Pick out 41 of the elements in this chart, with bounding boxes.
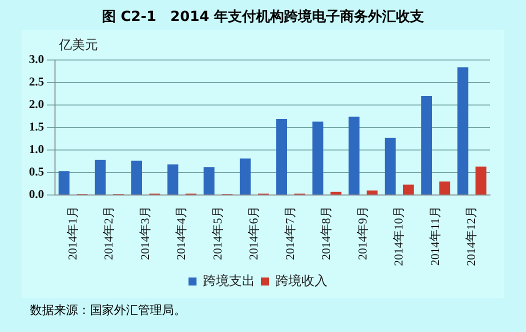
bar bbox=[384, 138, 396, 194]
x-tick-label: 2014年10月 bbox=[392, 206, 406, 266]
bar bbox=[348, 116, 360, 194]
y-tick-label: 2.5 bbox=[29, 74, 44, 89]
bar bbox=[240, 158, 251, 194]
x-tick-label: 2014年4月 bbox=[174, 206, 188, 260]
x-tick-label: 2014年11月 bbox=[428, 206, 442, 266]
x-tick-label: 2014年6月 bbox=[246, 206, 261, 260]
x-tick-label: 2014年1月 bbox=[65, 206, 80, 260]
x-tick-label: 2014年2月 bbox=[102, 206, 116, 260]
x-tick-label: 2014年12月 bbox=[464, 206, 478, 266]
bar bbox=[58, 171, 70, 194]
bar bbox=[330, 192, 342, 194]
bar bbox=[204, 167, 214, 194]
y-tick-label: 3.0 bbox=[29, 52, 44, 66]
chart-title: 图 C2-1 2014 年支付机构跨境电子商务外汇收支 bbox=[100, 8, 426, 27]
bar bbox=[457, 67, 468, 194]
bar bbox=[403, 184, 414, 194]
bar bbox=[476, 166, 486, 194]
bar bbox=[131, 160, 142, 194]
bar bbox=[421, 96, 432, 194]
bar bbox=[167, 164, 178, 194]
y-tick-label: 0.5 bbox=[29, 164, 44, 179]
bar bbox=[366, 190, 378, 194]
y-tick-label: 1.0 bbox=[29, 142, 44, 156]
y-tick-label: 0.0 bbox=[29, 187, 44, 202]
x-tick-label: 2014年5月 bbox=[210, 206, 224, 260]
x-tick-label: 2014年3月 bbox=[138, 206, 152, 260]
bar bbox=[276, 118, 287, 194]
source-note: 数据来源：国家外汇管理局。 bbox=[30, 302, 187, 319]
y-tick-label: 1.5 bbox=[29, 120, 44, 134]
y-tick-label: 2.0 bbox=[29, 97, 44, 112]
y-axis-title: 亿美元 bbox=[58, 36, 98, 53]
x-tick-label: 2014年8月 bbox=[319, 206, 334, 260]
legend-label: 跨境支出 bbox=[203, 272, 255, 289]
legend-label: 跨境收入 bbox=[276, 272, 328, 289]
bar bbox=[94, 160, 106, 194]
x-tick-label: 2014年9月 bbox=[355, 206, 370, 260]
x-tick-label: 2014年7月 bbox=[282, 206, 297, 260]
bar bbox=[439, 182, 450, 194]
bar bbox=[312, 122, 324, 194]
